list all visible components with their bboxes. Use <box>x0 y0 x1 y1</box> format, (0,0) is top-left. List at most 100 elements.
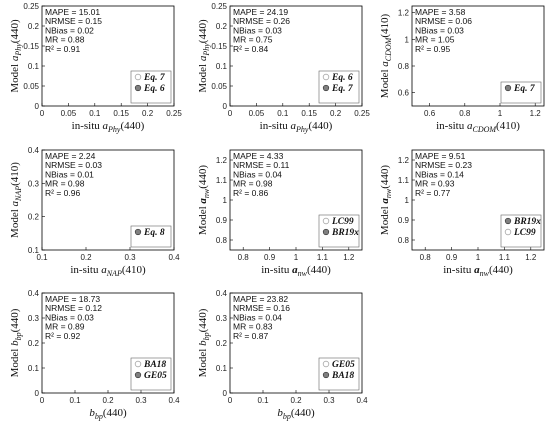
legend-marker <box>322 217 330 225</box>
x-tick-label: 0 <box>228 396 233 405</box>
x-tick-label: 0.1 <box>36 253 48 262</box>
legend-marker <box>134 84 142 92</box>
x-tick-label: 1.1 <box>317 253 329 262</box>
y-axis-label: Model aNAP(410) <box>9 162 23 238</box>
legend-marker <box>322 84 330 92</box>
y-tick-label: 1 <box>223 196 228 205</box>
x-axis-label: in-situ anw(440) <box>261 264 331 278</box>
legend-marker <box>134 360 142 368</box>
stat-line: NBias = 0.03 <box>45 312 94 322</box>
stat-line: NRMSE = 0.03 <box>45 160 102 170</box>
y-tick-label: 0 <box>223 389 228 398</box>
legend: Eq. 7 <box>500 81 542 104</box>
legend-label: Eq. 7 <box>143 73 166 83</box>
x-tick-label: 0.3 <box>323 396 335 405</box>
legend-label: BA18 <box>331 371 354 381</box>
x-tick-label: 0.9 <box>446 253 458 262</box>
x-axis-label: in-situ aNAP(410) <box>70 264 146 278</box>
y-tick-label: 0.15 <box>211 42 227 51</box>
stat-line: MR = 1.05 <box>415 35 455 45</box>
y-axis-label: Model aCDOM(410) <box>379 13 393 98</box>
x-tick-label: 0 <box>40 396 45 405</box>
stat-line: MR = 0.93 <box>415 179 455 189</box>
legend-marker <box>322 371 330 379</box>
y-tick-label: 0.8 <box>216 236 228 245</box>
x-tick-label: 0.25 <box>354 109 370 118</box>
legend-label: GE05 <box>332 360 355 370</box>
x-tick-label: 1.1 <box>499 253 511 262</box>
x-tick-label: 0.2 <box>80 253 92 262</box>
y-tick-label: 0.1 <box>28 364 40 373</box>
legend-marker <box>134 371 142 379</box>
y-tick-label: 0.4 <box>216 289 228 298</box>
y-tick-label: 0.3 <box>28 179 40 188</box>
y-tick-label: 0.15 <box>23 42 39 51</box>
y-tick-label: 0.2 <box>28 213 40 222</box>
stat-line: MAPE = 2.24 <box>45 151 96 161</box>
y-tick-label: 1.2 <box>398 156 410 165</box>
y-axis-label: Model bbp(440) <box>197 308 211 377</box>
stat-line: MR = 0.75 <box>233 35 273 45</box>
y-tick-label: 0 <box>35 389 40 398</box>
legend-label: BR19x <box>331 228 359 238</box>
x-tick-label: 0.05 <box>61 109 77 118</box>
x-tick-label: 0.8 <box>238 253 250 262</box>
scatter-panel: 0.8 0.9 1 1.1 1.2 0.8 0.9 1 1.1 1.2 MAPE = 9.51NRM… <box>379 149 545 278</box>
x-tick-label: 1 <box>294 253 299 262</box>
x-axis-label: in-situ aPhy(440) <box>72 120 145 134</box>
scatter-panel: 0 0.1 0.2 0.3 0.4 0 0.1 0.2 0.3 0.4 MAPE = 18.73NR… <box>9 289 180 421</box>
scatter-panel: 0 0.05 0.1 0.15 0.2 0.25 0 0.05 0.1 0.15 0.2 0.25 MA… <box>9 2 182 134</box>
legend-marker <box>504 84 512 92</box>
stat-line: NBias = 0.03 <box>415 25 464 35</box>
y-tick-label: 0.4 <box>28 289 40 298</box>
stat-line: MAPE = 9.51 <box>415 151 466 161</box>
y-tick-label: 0.1 <box>216 364 228 373</box>
y-tick-label: 1 <box>405 196 410 205</box>
y-tick-label: 0.25 <box>211 2 227 11</box>
y-tick-label: 0.1 <box>28 62 40 71</box>
stat-line: R² = 0.91 <box>45 44 80 54</box>
legend-label: GE05 <box>144 371 167 381</box>
y-tick-label: 0.2 <box>28 339 40 348</box>
y-tick-label: 0.4 <box>28 146 40 155</box>
x-tick-label: 1 <box>476 253 481 262</box>
y-tick-label: 0.2 <box>28 22 40 31</box>
legend-label: BA18 <box>143 360 166 370</box>
y-axis-label: Model aPhy(440) <box>9 19 23 93</box>
x-tick-label: 1 <box>498 109 503 118</box>
x-tick-label: 0.4 <box>168 253 180 262</box>
stat-line: R² = 0.84 <box>233 44 268 54</box>
stat-line: R² = 0.96 <box>45 188 80 198</box>
x-tick-label: 0.8 <box>420 253 432 262</box>
y-tick-label: 0.1 <box>216 62 228 71</box>
stat-line: MR = 0.88 <box>45 35 85 45</box>
stat-line: MAPE = 18.73 <box>45 294 100 304</box>
y-tick-label: 0.9 <box>398 216 410 225</box>
stat-line: MR = 0.98 <box>45 179 85 189</box>
x-tick-label: 1.2 <box>530 109 542 118</box>
scatter-panel: 0.8 0.9 1 1.1 1.2 0.8 0.9 1 1.1 1.2 MAPE = 4.33NRM… <box>197 149 363 278</box>
stat-line: NRMSE = 0.15 <box>45 16 102 26</box>
y-tick-label: 1.1 <box>216 176 228 185</box>
stat-line: NBias = 0.03 <box>233 25 282 35</box>
x-tick-label: 0.9 <box>264 253 276 262</box>
stat-line: NBias = 0.02 <box>45 25 94 35</box>
x-tick-label: 0.6 <box>424 109 436 118</box>
x-tick-label: 0.2 <box>290 396 302 405</box>
stat-line: MR = 0.89 <box>45 322 85 332</box>
y-tick-label: 0.05 <box>23 82 39 91</box>
stat-line: R² = 0.95 <box>415 44 450 54</box>
legend: Eq. 7Eq. 6 <box>130 70 172 104</box>
scatter-panel: 0.1 0.2 0.3 0.4 0.1 0.2 0.3 0.4 MAPE = 2.24NRMSE… <box>9 146 180 278</box>
x-axis-label: bbp(440) <box>89 407 127 421</box>
legend-label: Eq. 8 <box>143 228 165 238</box>
stat-line: MAPE = 23.82 <box>233 294 288 304</box>
x-tick-label: 0.15 <box>301 109 317 118</box>
x-tick-label: 0.1 <box>89 109 101 118</box>
legend-marker <box>322 73 330 81</box>
y-tick-label: 0.2 <box>216 339 228 348</box>
stat-line: MAPE = 4.33 <box>233 151 284 161</box>
